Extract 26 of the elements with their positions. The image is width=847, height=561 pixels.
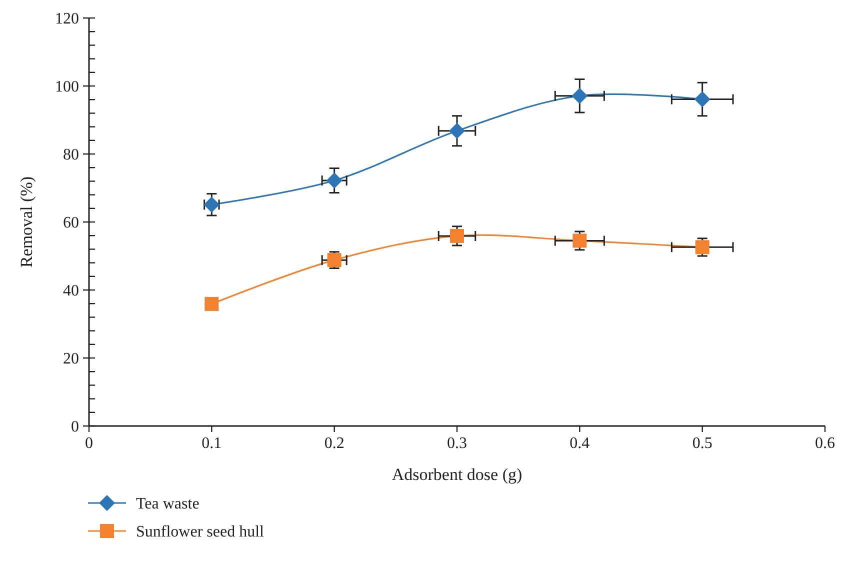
y-tick-label: 80 [63, 146, 79, 164]
x-tick-label: 0.2 [324, 435, 344, 452]
point [326, 172, 342, 189]
y-tick-label: 40 [63, 282, 79, 300]
y-tick-label: 120 [55, 10, 79, 28]
x-axis-title: Adsorbent dose (g) [392, 465, 522, 484]
x-tick-label: 0.5 [692, 435, 712, 452]
y-axis-title: Removal (%) [17, 176, 36, 268]
x-tick-label: 0.6 [815, 435, 835, 452]
y-tick-label: 0 [71, 418, 79, 436]
x-tick-label: 0.3 [447, 435, 467, 452]
point [450, 228, 464, 243]
x-tick-label: 0.1 [202, 435, 222, 452]
point [572, 88, 588, 104]
point [694, 91, 710, 108]
point [449, 122, 465, 139]
x-tick-label: 0 [85, 435, 93, 452]
y-tick-label: 60 [63, 214, 79, 232]
x-tick-label: 0.4 [570, 435, 590, 452]
y-tick-label: 20 [63, 350, 79, 368]
point [204, 296, 219, 311]
legend-label: Sunflower seed hull [136, 524, 265, 541]
legend-label: Tea waste [136, 496, 200, 513]
point [695, 240, 710, 254]
y-tick-label: 100 [55, 78, 79, 96]
point [572, 234, 587, 248]
